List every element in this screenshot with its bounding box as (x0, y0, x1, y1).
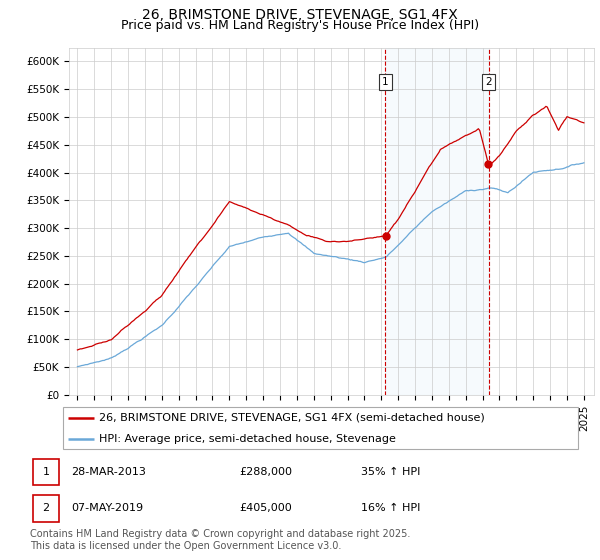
Text: Price paid vs. HM Land Registry's House Price Index (HPI): Price paid vs. HM Land Registry's House … (121, 19, 479, 32)
Text: £405,000: £405,000 (240, 503, 293, 513)
Text: Contains HM Land Registry data © Crown copyright and database right 2025.
This d: Contains HM Land Registry data © Crown c… (30, 529, 410, 551)
Text: 2: 2 (43, 503, 50, 513)
Text: 1: 1 (382, 77, 389, 87)
Bar (385, 48, 488, 395)
Text: 07-MAY-2019: 07-MAY-2019 (71, 503, 143, 513)
Text: 26, BRIMSTONE DRIVE, STEVENAGE, SG1 4FX (semi-detached house): 26, BRIMSTONE DRIVE, STEVENAGE, SG1 4FX … (99, 413, 485, 423)
Text: £288,000: £288,000 (240, 467, 293, 477)
Text: 35% ↑ HPI: 35% ↑ HPI (361, 467, 421, 477)
Bar (33, 459, 59, 485)
Text: 26, BRIMSTONE DRIVE, STEVENAGE, SG1 4FX: 26, BRIMSTONE DRIVE, STEVENAGE, SG1 4FX (142, 8, 458, 22)
Bar (33, 495, 59, 521)
FancyBboxPatch shape (62, 407, 578, 449)
Text: 1: 1 (43, 467, 50, 477)
Text: 16% ↑ HPI: 16% ↑ HPI (361, 503, 421, 513)
Text: 2: 2 (485, 77, 492, 87)
Text: HPI: Average price, semi-detached house, Stevenage: HPI: Average price, semi-detached house,… (99, 435, 396, 444)
Text: 28-MAR-2013: 28-MAR-2013 (71, 467, 146, 477)
